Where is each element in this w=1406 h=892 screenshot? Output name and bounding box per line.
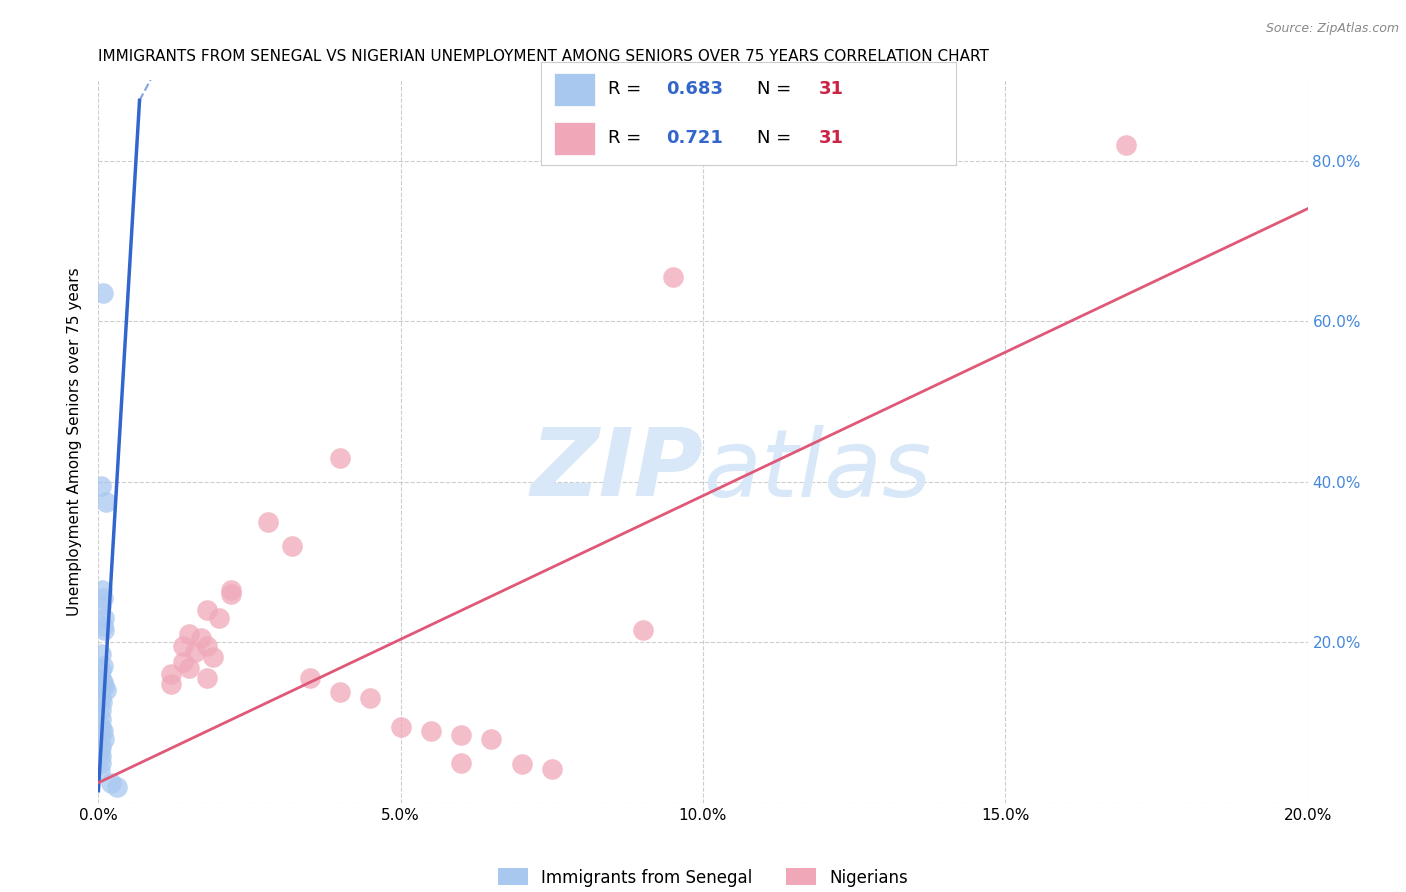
Point (91, 285, 114, 300)
Point (91, 659, 114, 673)
FancyBboxPatch shape (554, 73, 595, 105)
Point (389, 719, 412, 733)
Point (90, 756, 112, 770)
Point (90, 703, 112, 717)
Point (195, 639, 218, 653)
Point (184, 645, 207, 659)
FancyBboxPatch shape (554, 122, 595, 155)
Point (1115, 137, 1137, 152)
Point (329, 685, 352, 699)
Point (360, 691, 382, 706)
Point (90, 478, 112, 492)
Point (195, 671, 218, 685)
Point (221, 587, 243, 601)
Point (281, 539, 304, 553)
Point (299, 671, 322, 685)
Point (89, 764, 111, 778)
Text: ZIP: ZIP (530, 425, 703, 516)
Point (481, 731, 503, 746)
Point (190, 632, 212, 646)
Point (91, 696, 114, 710)
Point (89, 744, 111, 758)
Point (256, 515, 278, 529)
Text: IMMIGRANTS FROM SENEGAL VS NIGERIAN UNEMPLOYMENT AMONG SENIORS OVER 75 YEARS COR: IMMIGRANTS FROM SENEGAL VS NIGERIAN UNEM… (98, 49, 990, 64)
Point (90, 671, 112, 685)
Text: R =: R = (607, 129, 652, 147)
Point (93, 680, 115, 694)
Point (661, 269, 683, 284)
Point (90, 712, 112, 726)
Point (93, 623, 115, 637)
Point (329, 450, 352, 465)
Point (221, 583, 243, 598)
Point (91, 675, 114, 690)
Point (172, 655, 194, 669)
Text: atlas: atlas (703, 425, 931, 516)
Point (94, 494, 117, 508)
Text: 31: 31 (820, 80, 844, 98)
Point (179, 661, 201, 675)
Point (420, 723, 443, 738)
Point (510, 757, 533, 772)
Point (450, 756, 472, 770)
Legend: Immigrants from Senegal, Nigerians: Immigrants from Senegal, Nigerians (491, 862, 915, 892)
Point (91, 591, 114, 605)
Text: 0.721: 0.721 (666, 129, 723, 147)
Point (179, 627, 201, 641)
Point (195, 603, 218, 617)
Point (90, 599, 112, 614)
Point (160, 677, 183, 691)
Point (202, 649, 225, 664)
Point (90, 648, 112, 662)
Point (93, 731, 115, 746)
Point (91, 619, 114, 633)
Point (90, 749, 112, 764)
Point (90, 691, 112, 706)
Text: Source: ZipAtlas.com: Source: ZipAtlas.com (1265, 22, 1399, 36)
Point (89, 731, 111, 746)
Point (631, 623, 654, 637)
Point (172, 639, 194, 653)
Point (100, 776, 122, 790)
Text: 31: 31 (820, 129, 844, 147)
Point (208, 611, 231, 625)
Point (450, 728, 472, 742)
Y-axis label: Unemployment Among Seniors over 75 years: Unemployment Among Seniors over 75 years (67, 268, 83, 615)
Point (160, 667, 183, 681)
Text: N =: N = (756, 129, 797, 147)
Point (94, 683, 117, 698)
Point (540, 762, 562, 776)
Point (93, 611, 115, 625)
Point (91, 723, 114, 738)
Text: N =: N = (756, 80, 797, 98)
Text: R =: R = (607, 80, 647, 98)
Text: 0.683: 0.683 (666, 80, 723, 98)
Point (105, 780, 128, 794)
Point (90, 739, 112, 754)
Point (91, 583, 114, 598)
Point (90, 664, 112, 678)
Point (90, 719, 112, 733)
